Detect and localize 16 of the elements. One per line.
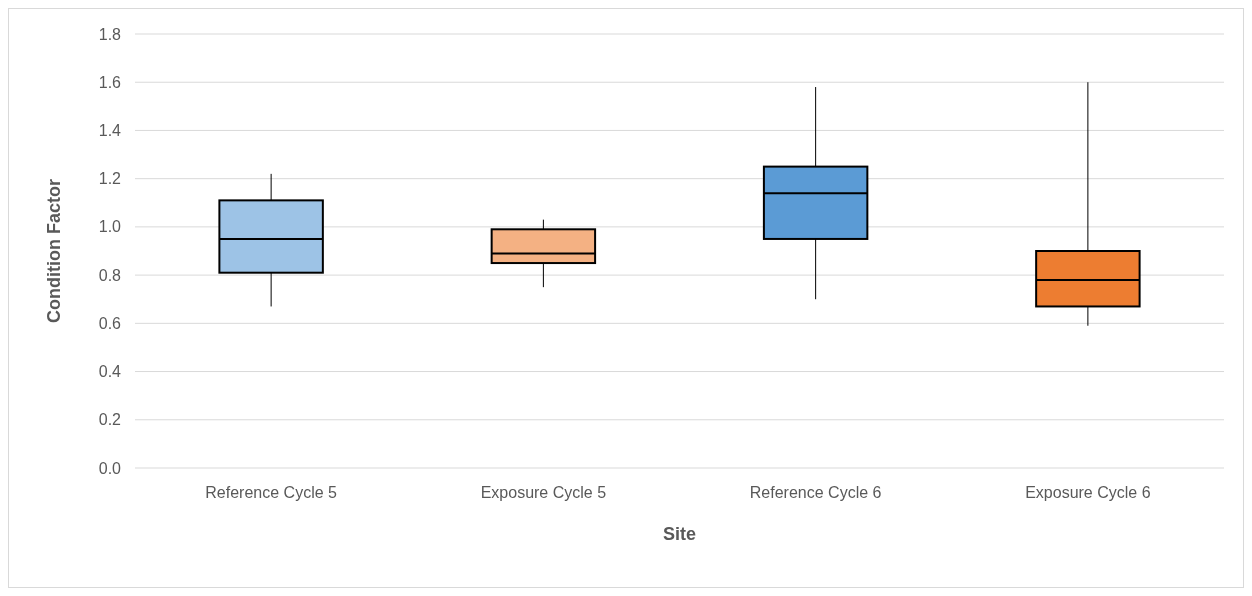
- x-tick-label: Exposure Cycle 5: [480, 484, 607, 501]
- x-tick-label: Reference Cycle 5: [205, 484, 338, 501]
- y-tick-label: 1.6: [98, 73, 122, 91]
- y-tick-label: 1.2: [98, 170, 122, 188]
- y-tick-label: 1.8: [98, 25, 122, 43]
- y-tick-label: 0.4: [98, 363, 122, 381]
- x-tick-label: Exposure Cycle 6: [1025, 484, 1151, 501]
- y-axis-title: Condition Factor: [44, 179, 64, 323]
- y-tick-label: 1.0: [98, 218, 122, 236]
- y-tick-label: 1.4: [98, 122, 122, 140]
- y-tick-label: 0.8: [98, 266, 122, 284]
- y-tick-label: 0.6: [98, 314, 122, 332]
- y-tick-label: 0.2: [98, 411, 122, 429]
- x-axis-title: Site: [662, 524, 697, 544]
- x-tick-label: Reference Cycle 6: [749, 484, 882, 501]
- y-tick-label: 0.0: [98, 459, 122, 477]
